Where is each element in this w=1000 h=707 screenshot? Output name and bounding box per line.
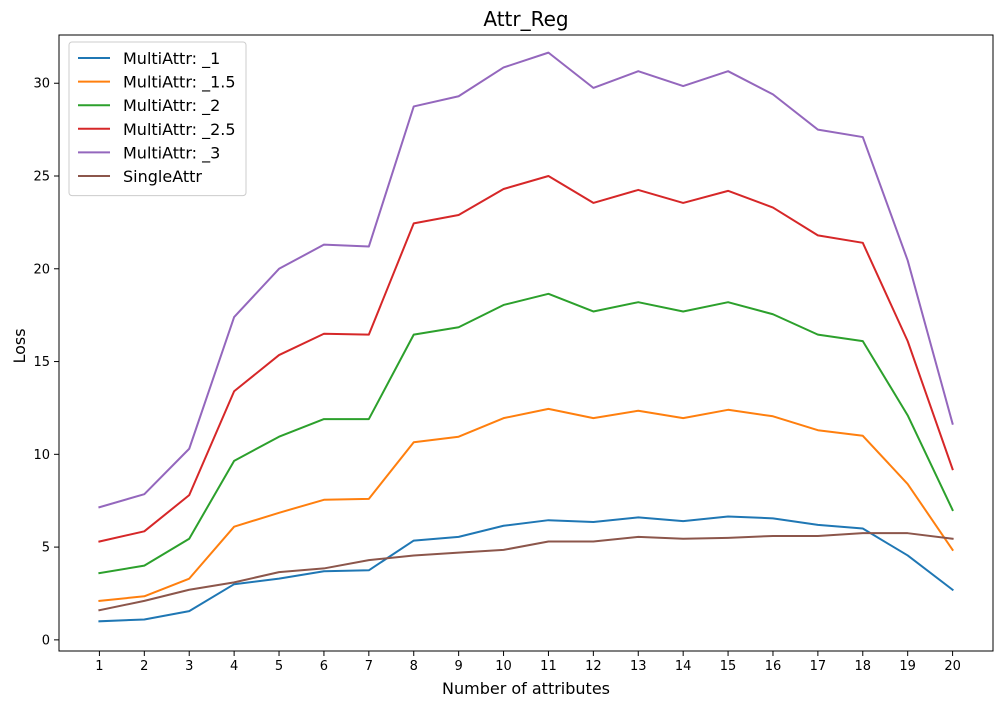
x-tick-label: 17 [810,659,827,674]
x-tick-label: 20 [944,659,961,674]
series-line-2 [98,407,954,602]
y-tick-label: 5 [42,541,50,556]
x-tick-label: 3 [185,659,193,674]
x-tick-label: 14 [675,659,692,674]
series-layer [98,51,954,623]
axes-layer: 1 2 3 4 5 6 7 8 9 10 11 12 13 14 15 16 17 18 19 20051015202… [33,34,994,674]
x-tick-label: 18 [855,659,872,674]
x-tick-label: 13 [630,659,647,674]
x-tick-label: 12 [585,659,602,674]
legend-label-1: MultiAttr: _1 [123,49,220,69]
series-line-1 [98,515,954,623]
x-tick-label: 15 [720,659,737,674]
legend: MultiAttr: _1 MultiAttr: _1.5 MultiAttr: _… [68,41,247,197]
series-line-5 [98,51,954,509]
x-tick-label: 4 [230,659,238,674]
y-tick-label: 10 [33,448,50,463]
x-tick-label: 6 [320,659,328,674]
legend-label-5: MultiAttr: _3 [123,143,220,163]
x-tick-label: 8 [410,659,418,674]
legend-label-4: MultiAttr: _2.5 [123,120,236,140]
series-line-3 [98,292,954,575]
series-line-4 [98,175,954,543]
legend-box [68,41,247,197]
y-tick-label: 0 [42,633,50,648]
x-tick-label: 10 [495,659,512,674]
x-tick-label: 9 [455,659,463,674]
y-tick-label: 25 [33,170,50,185]
x-tick-label: 11 [540,659,557,674]
x-tick-label: 19 [899,659,916,674]
y-tick-label: 15 [33,355,50,370]
y-axis-label: Loss [10,328,29,363]
y-tick-label: 30 [33,77,50,92]
x-tick-label: 1 [95,659,103,674]
x-axis-label: Number of attributes [442,679,610,698]
chart-title: Attr_Reg [483,7,568,31]
x-tick-label: 16 [765,659,782,674]
plot-frame [58,34,994,652]
legend-label-2: MultiAttr: _1.5 [123,73,236,93]
x-tick-label: 7 [365,659,373,674]
x-tick-label: 2 [140,659,148,674]
legend-label-6: SingleAttr [123,167,202,186]
series-line-6 [98,532,954,612]
x-tick-label: 5 [275,659,283,674]
legend-label-3: MultiAttr: _2 [123,96,220,116]
y-tick-label: 20 [33,262,50,277]
